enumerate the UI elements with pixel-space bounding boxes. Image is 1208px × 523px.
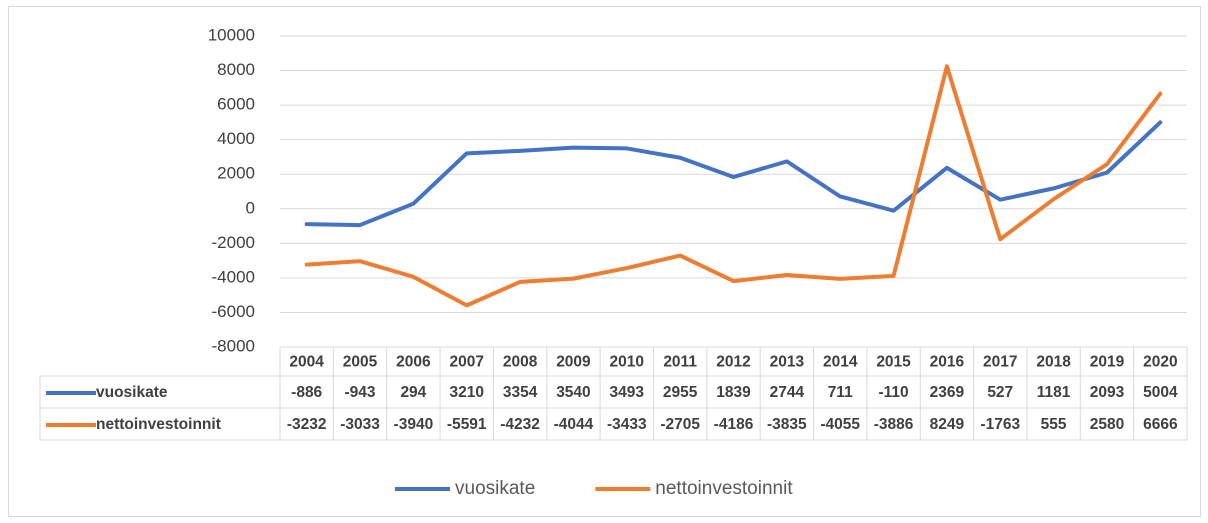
x-tick-label: 2011 [663,354,697,371]
table-value: 2955 [663,384,698,401]
table-value: 2744 [770,384,805,401]
table-value: -4044 [554,416,594,433]
table-value: -886 [291,384,322,401]
legend-label: vuosikate [455,478,535,499]
table-value: 1181 [1037,384,1071,401]
y-tick-label: -4000 [212,267,255,286]
y-tick-label: 4000 [217,129,255,148]
table-value: 711 [828,384,853,401]
x-tick-label: 2007 [449,354,483,371]
y-tick-label: 10000 [208,25,255,44]
x-tick-label: 2013 [770,354,805,371]
table-value: 527 [987,384,1013,401]
table-value: 5004 [1143,384,1178,401]
series-line [304,64,1163,308]
y-tick-label: 2000 [217,164,255,183]
y-tick-label: -8000 [212,336,255,355]
table-value: 555 [1041,416,1067,433]
table-value: 8249 [930,416,965,433]
table-value: -110 [878,384,908,401]
table-value: -4186 [714,416,754,433]
table-value: -943 [345,384,376,401]
x-tick-label: 2014 [823,354,858,371]
legend-label: nettoinvestoinnit [655,478,793,499]
x-tick-label: 2020 [1143,354,1177,371]
x-tick-label: 2005 [343,354,378,371]
x-tick-label: 2018 [1036,354,1071,371]
table-value: 2580 [1090,416,1124,433]
y-tick-label: 8000 [217,60,255,79]
table-series-name: vuosikate [96,384,168,401]
x-tick-label: 2012 [716,354,750,371]
x-tick-label: 2010 [610,354,644,371]
table-value: -3033 [340,416,380,433]
chart-border [8,6,1201,517]
table-value: 1839 [716,384,751,401]
x-tick-label: 2009 [556,354,591,371]
table-value: 6666 [1143,416,1178,433]
y-tick-label: -2000 [212,233,255,252]
table-value: -2705 [660,416,700,433]
table-value: 3493 [610,384,645,401]
table-value: 3210 [449,384,483,401]
table-value: -3232 [287,416,327,433]
table-value: -3940 [394,416,434,433]
table-value: -4232 [500,416,540,433]
table-value: 2093 [1090,384,1125,401]
x-tick-label: 2008 [503,354,538,371]
table-value: 2369 [930,384,965,401]
x-tick-label: 2017 [983,354,1017,371]
table-value: -3886 [874,416,914,433]
table-value: -3835 [767,416,807,433]
table-value: -1763 [980,416,1020,433]
y-tick-label: -6000 [212,302,255,321]
x-tick-label: 2004 [289,354,324,371]
table-value: -4055 [820,416,860,433]
table-series-name: nettoinvestoinnit [96,416,221,433]
series-line [304,120,1163,228]
table-value: 3354 [503,384,538,401]
y-tick-label: 0 [246,198,255,217]
x-tick-label: 2006 [396,354,431,371]
x-tick-label: 2019 [1090,354,1125,371]
table-value: -5591 [447,416,487,433]
table-value: 294 [400,384,426,401]
y-tick-label: 6000 [217,95,255,114]
x-tick-label: 2015 [876,354,911,371]
table-value: -3433 [607,416,647,433]
table-value: 3540 [556,384,590,401]
x-tick-label: 2016 [930,354,965,371]
